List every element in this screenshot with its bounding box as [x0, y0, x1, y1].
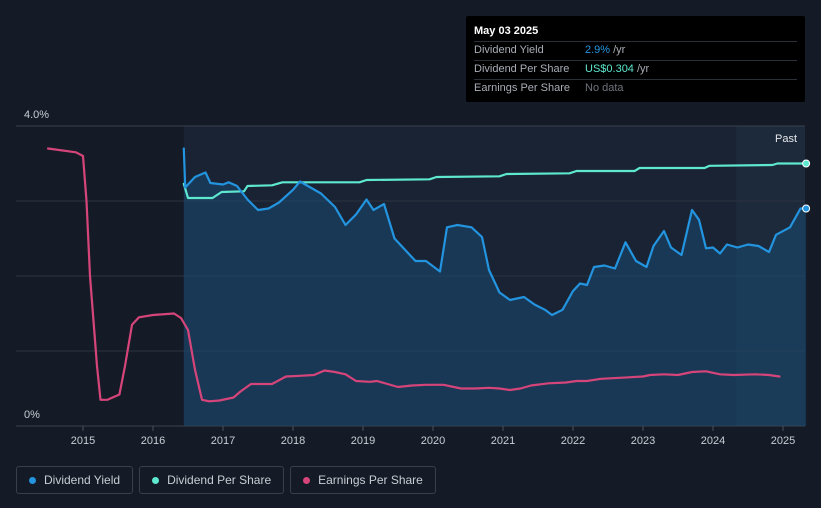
legend-label: Dividend Yield: [44, 473, 121, 487]
x-tick-label: 2020: [421, 435, 445, 447]
legend: Dividend Yield Dividend Per Share Earnin…: [16, 466, 438, 494]
legend-item-earnings-per-share[interactable]: Earnings Per Share: [290, 466, 436, 494]
dividend-per-share-endpoint: [802, 159, 811, 168]
legend-item-dividend-per-share[interactable]: Dividend Per Share: [139, 466, 285, 494]
x-tick-label: 2025: [771, 435, 795, 447]
x-tick-label: 2016: [141, 435, 165, 447]
legend-dot-icon: [152, 476, 160, 484]
dividend-yield-endpoint: [802, 204, 811, 213]
tooltip-row-dividend-per-share: Dividend Per Share US$0.304 /yr: [474, 60, 797, 79]
x-tick-label: 2018: [281, 435, 305, 447]
tooltip-row-earnings-per-share: Earnings Per Share No data: [474, 79, 797, 98]
x-tick-label: 2022: [561, 435, 585, 447]
tooltip-value: 2.9%: [585, 44, 611, 56]
tooltip-label: Dividend Yield: [474, 44, 544, 56]
tooltip-unit: /yr: [636, 63, 650, 75]
legend-label: Dividend Per Share: [167, 473, 272, 487]
x-tick-label: 2023: [631, 435, 655, 447]
dividend-yield-area: [183, 148, 807, 426]
x-tick-label: 2021: [491, 435, 515, 447]
x-tick-label: 2019: [351, 435, 375, 447]
tooltip-value: US$0.304: [585, 63, 634, 75]
x-tick-label: 2017: [211, 435, 235, 447]
tooltip-date: May 03 2025: [474, 25, 539, 37]
tooltip-row-dividend-yield: Dividend Yield 2.9% /yr: [474, 41, 797, 60]
dividend-yield-line: [182, 147, 808, 317]
y-tick-label-bottom: 0%: [24, 409, 40, 421]
earnings-per-share-line: [46, 147, 781, 403]
tooltip: May 03 2025 Dividend Yield 2.9% /yr Divi…: [466, 16, 805, 102]
x-tick-label: 2015: [71, 435, 95, 447]
y-tick-label-top: 4.0%: [24, 109, 49, 121]
dividend-per-share-line: [182, 162, 808, 200]
tooltip-label: Earnings Per Share: [474, 82, 570, 94]
plot-area: 2015 2016 2017 2018 2019 2020 2021 2022 2023 2024…: [16, 109, 811, 447]
legend-dot-icon: [303, 476, 311, 484]
legend-item-dividend-yield[interactable]: Dividend Yield: [16, 466, 134, 494]
tooltip-unit: /yr: [613, 44, 626, 56]
tooltip-value: No data: [585, 82, 624, 94]
x-tick-label: 2024: [701, 435, 725, 447]
x-axis: 2015 2016 2017 2018 2019 2020 2021 2022 2023 2024…: [71, 426, 795, 447]
past-label: Past: [775, 133, 797, 145]
legend-label: Earnings Per Share: [318, 473, 423, 487]
legend-dot-icon: [29, 476, 36, 484]
tooltip-label: Dividend Per Share: [474, 63, 570, 75]
